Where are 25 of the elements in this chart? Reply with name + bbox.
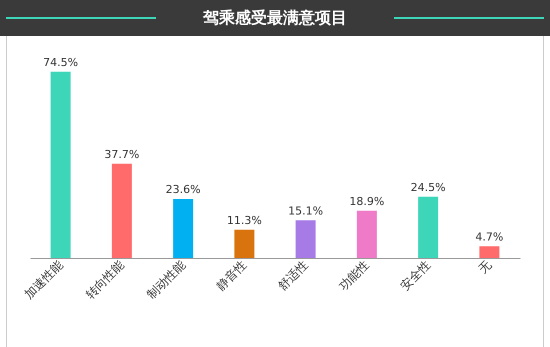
chart-title: 驾乘感受最满意项目 <box>202 7 348 29</box>
data-label: 18.9% <box>349 194 384 208</box>
bar <box>356 210 377 258</box>
bar <box>418 196 438 258</box>
bar <box>296 220 316 258</box>
data-label: 15.1% <box>288 204 324 218</box>
x-tick-label: 制动性能 <box>144 258 188 302</box>
bar <box>112 164 132 258</box>
data-label: 74.5% <box>43 56 78 69</box>
x-tick-label: 加速性能 <box>22 258 66 302</box>
data-label: 23.6% <box>166 183 201 196</box>
data-label: 24.5% <box>410 180 446 194</box>
data-label: 11.3% <box>226 214 262 227</box>
x-tick-label: 舒适性 <box>275 258 311 293</box>
x-tick-label: 功能性 <box>336 258 372 293</box>
data-label: 4.7% <box>475 230 504 244</box>
x-tick-label: 无 <box>476 258 494 276</box>
data-label: 37.7% <box>104 148 140 161</box>
bar <box>234 230 254 258</box>
x-tick-label: 转向性能 <box>82 258 127 302</box>
x-tick-label: 静音性 <box>214 258 250 293</box>
x-tick-label: 安全性 <box>398 258 434 293</box>
bar <box>173 199 194 258</box>
bar <box>479 246 500 258</box>
bar <box>50 72 71 258</box>
